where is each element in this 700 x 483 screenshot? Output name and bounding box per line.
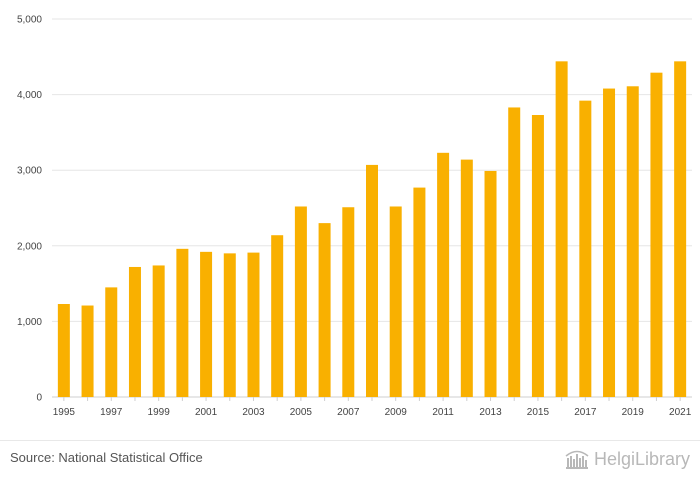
bar-2009[interactable] [389,206,402,397]
x-tick-label: 2005 [290,407,313,418]
x-tick-label: 2009 [385,407,408,418]
source-note: Source: National Statistical Office [10,450,203,465]
library-icon [565,450,589,469]
bar-1997[interactable] [105,287,118,397]
bar-2004[interactable] [271,235,284,397]
bar-2003[interactable] [247,252,260,397]
x-tick-label: 1997 [100,407,123,418]
x-tick-label: 2015 [527,407,550,418]
x-tick-label: 2001 [195,407,218,418]
x-tick-label: 1995 [53,407,76,418]
x-tick-label: 2013 [479,407,502,418]
bar-2019[interactable] [626,86,639,397]
bar-2015[interactable] [531,115,544,398]
bar-2006[interactable] [318,223,331,397]
bar-2017[interactable] [579,100,592,397]
y-axis-ticks: 0 1,000 2,000 3,000 4,000 5,000 [17,15,42,404]
chart-area: 0 1,000 2,000 3,000 4,000 5,000 1995 1997 1999 2… [17,15,692,418]
bar-2021[interactable] [674,61,687,397]
bar-2007[interactable] [342,207,355,397]
bar-1999[interactable] [152,265,165,397]
x-tick-label: 2017 [574,407,597,418]
x-tick-label: 2011 [432,407,454,418]
y-tick-label: 4,000 [17,90,42,101]
x-tick-label: 2021 [669,407,692,418]
bar-2016[interactable] [555,61,568,397]
y-tick-label: 0 [36,393,42,404]
bars [57,61,687,398]
brand-name: HelgiLibrary [593,448,690,469]
bar-2002[interactable] [223,253,236,397]
x-tick-label: 1999 [148,407,171,418]
y-tick-label: 2,000 [17,241,42,252]
bar-2020[interactable] [650,72,663,398]
x-axis-ticks: 1995 1997 1999 2001 2003 2005 2007 2009 2011 2013… [53,397,692,418]
bar-2011[interactable] [437,152,450,397]
y-tick-label: 1,000 [17,317,42,328]
bar-2008[interactable] [366,164,378,397]
bar-2014[interactable] [508,107,521,398]
bar-1996[interactable] [81,305,94,397]
y-tick-label: 3,000 [17,166,42,177]
x-tick-label: 2019 [622,407,645,418]
footer-divider [0,440,700,441]
bar-2005[interactable] [294,206,307,397]
x-tick-label: 2003 [242,407,265,418]
bar-2010[interactable] [413,187,426,397]
bar-2001[interactable] [200,251,213,397]
x-tick-label: 2007 [337,407,360,418]
y-tick-label: 5,000 [17,15,42,26]
bar-2012[interactable] [460,159,473,397]
bar-1998[interactable] [128,266,141,397]
bar-chart: 0 1,000 2,000 3,000 4,000 5,000 1995 1997 1999 2… [17,15,692,418]
bar-2000[interactable] [176,248,189,397]
bar-2018[interactable] [603,88,616,397]
bar-1995[interactable] [57,304,70,397]
brand-logo[interactable]: HelgiLibrary [564,446,690,472]
bar-2013[interactable] [484,170,497,397]
